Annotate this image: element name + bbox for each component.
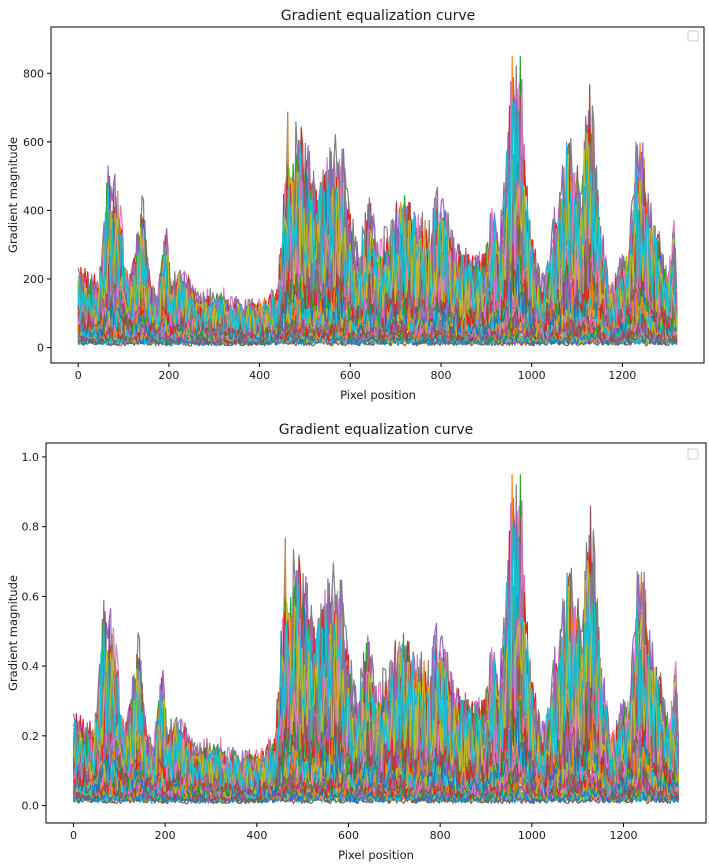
bottom-chart-y-ticks: 0.0 0.2 0.4 0.6 0.8 1.0 [22,451,46,813]
x-tick-label: 1200 [608,369,636,382]
bottom-chart-title: Gradient equalization curve [279,422,474,438]
y-tick-label: 800 [23,67,44,80]
top-chart-plot-area [77,55,678,347]
top-chart-x-ticks: 0 200 400 600 800 1000 1200 [75,363,636,382]
bottom-chart-legend-box [687,448,699,460]
bottom-chart-y-axis-label: Gradient magnitude [6,575,20,691]
y-tick-label: 0.4 [22,660,40,673]
y-tick-label: 1.0 [22,451,40,464]
x-tick-label: 600 [340,369,361,382]
top-chart-y-ticks: 0 200 400 600 800 [23,67,51,355]
x-tick-label: 1000 [518,829,546,842]
y-tick-label: 0.6 [22,590,40,603]
x-tick-label: 1000 [518,369,546,382]
x-tick-label: 0 [70,829,77,842]
bottom-chart-axes-frame [45,442,707,824]
bottom-chart-x-ticks: 0 200 400 600 800 1000 1200 [70,823,638,842]
top-chart-axes-frame [50,26,705,364]
bottom-chart-panel: Gradient equalization curve 0 200 400 600 80… [6,422,707,862]
top-chart-legend-box [687,30,699,42]
bottom-chart-x-axis-label: Pixel position [338,848,414,862]
x-tick-label: 1200 [610,829,638,842]
x-tick-label: 800 [430,369,451,382]
x-tick-label: 200 [155,829,176,842]
y-tick-label: 200 [23,273,44,286]
x-tick-label: 400 [249,369,270,382]
x-tick-label: 600 [338,829,359,842]
y-tick-label: 0 [37,342,44,355]
x-tick-label: 200 [158,369,179,382]
series-line [77,98,678,334]
y-tick-label: 0.8 [22,521,40,534]
y-tick-label: 400 [23,204,44,217]
top-chart-title: Gradient equalization curve [281,8,476,24]
series-line [72,522,680,790]
x-tick-label: 400 [246,829,267,842]
bottom-chart-plot-area [72,474,680,805]
x-tick-label: 800 [430,829,451,842]
x-tick-label: 0 [75,369,82,382]
top-chart-y-axis-label: Gradient magnitude [6,137,20,253]
y-tick-label: 0.2 [22,730,40,743]
top-chart-panel: Gradient equalization curve 0 200 400 600 80… [6,8,705,402]
top-chart-x-axis-label: Pixel position [340,388,416,402]
y-tick-label: 0.0 [22,800,40,813]
y-tick-label: 600 [23,136,44,149]
